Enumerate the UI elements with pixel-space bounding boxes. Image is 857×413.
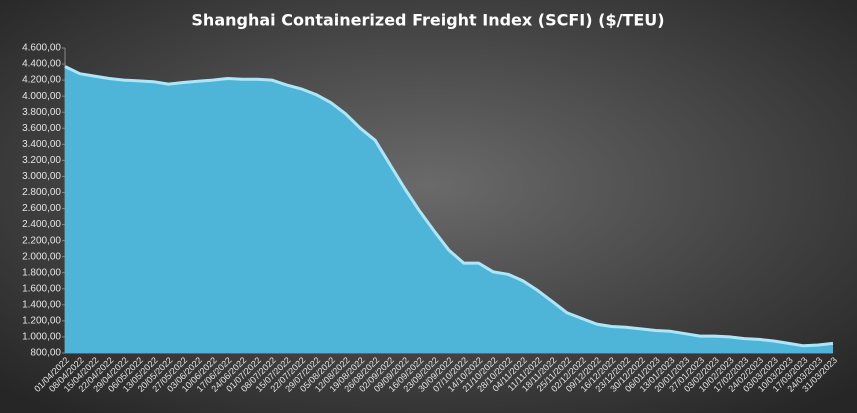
- y-tick-label: 4.400,00: [22, 59, 61, 70]
- y-tick-label: 4.200,00: [22, 75, 61, 86]
- area: [65, 66, 833, 353]
- plot-area: 800,00 1.000,00 1.200,00 1.400,00 1.600,00 1.…: [22, 43, 839, 394]
- y-tick-label: 1.600,00: [22, 283, 61, 294]
- y-tick-label: 3.400,00: [22, 139, 61, 150]
- y-tick-label: 2.200,00: [22, 235, 61, 246]
- y-tick-label: 2.000,00: [22, 251, 61, 262]
- y-tick-label: 1.800,00: [22, 267, 61, 278]
- y-tick-label: 2.600,00: [22, 203, 61, 214]
- y-tick-label: 800,00: [30, 348, 61, 359]
- y-tick-label: 1.200,00: [22, 316, 61, 327]
- y-tick-label: 2.400,00: [22, 219, 61, 230]
- y-tick-label: 3.800,00: [22, 107, 61, 118]
- chart-title: Shanghai Containerized Freight Index (SC…: [191, 11, 664, 30]
- y-tick-label: 4.000,00: [22, 91, 61, 102]
- y-tick-label: 1.000,00: [22, 332, 61, 343]
- y-tick-label: 2.800,00: [22, 187, 61, 198]
- y-tick-label: 4.600,00: [22, 43, 61, 54]
- y-tick-label: 3.600,00: [22, 123, 61, 134]
- area-line: [64, 65, 834, 348]
- y-tick-label: 3.000,00: [22, 171, 61, 182]
- y-tick-label: 1.400,00: [22, 299, 61, 310]
- y-tick-label: 3.200,00: [22, 155, 61, 166]
